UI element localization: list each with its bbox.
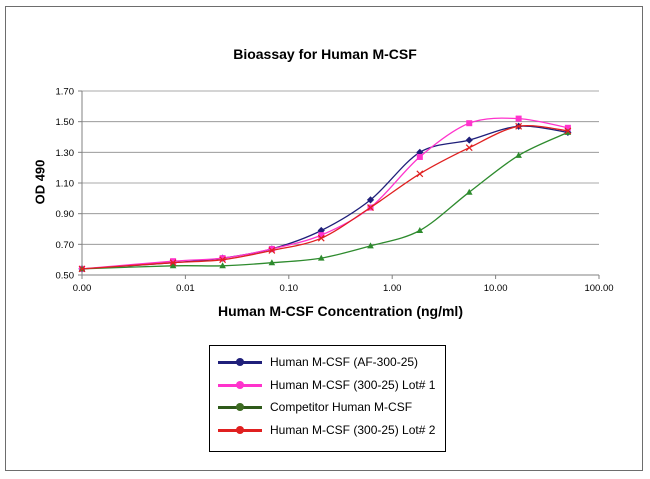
legend-label: Human M-CSF (AF-300-25) xyxy=(270,355,419,369)
legend-marker xyxy=(236,381,244,389)
y-tick-label: 1.10 xyxy=(56,179,75,190)
x-tick-label: 0.10 xyxy=(280,283,299,294)
data-point-triangle xyxy=(268,259,276,266)
legend-label: Human M-CSF (300-25) Lot# 1 xyxy=(270,378,436,392)
data-point-square xyxy=(219,255,226,262)
data-point-triangle xyxy=(465,188,473,195)
legend-label: Human M-CSF (300-25) Lot# 2 xyxy=(270,423,436,437)
legend-swatch xyxy=(218,355,262,369)
x-axis-label: Human M-CSF Concentration (ng/ml) xyxy=(218,303,463,319)
x-tick-label: 0.01 xyxy=(176,283,195,294)
data-point-x xyxy=(169,259,177,267)
legend-swatch xyxy=(218,400,262,414)
legend-label: Competitor Human M-CSF xyxy=(270,400,413,414)
data-point-square xyxy=(416,153,423,160)
data-point-x xyxy=(515,122,523,130)
data-point-triangle xyxy=(367,242,374,249)
x-tick-label: 100.00 xyxy=(584,283,613,294)
y-tick-label: 0.50 xyxy=(56,271,75,282)
data-point-triangle xyxy=(169,262,177,269)
data-point-x xyxy=(219,256,227,264)
data-point-square xyxy=(466,120,473,127)
y-tick-label: 0.70 xyxy=(56,240,75,251)
data-point-x xyxy=(78,265,86,273)
data-point-triangle xyxy=(416,227,424,234)
y-tick-label: 0.90 xyxy=(56,209,75,220)
series-line-1 xyxy=(81,125,568,270)
data-point-triangle xyxy=(219,262,226,269)
data-point-triangle xyxy=(564,128,572,135)
legend-item-competitor: Competitor Human M-CSF xyxy=(218,400,412,414)
data-point-triangle xyxy=(515,151,522,158)
data-point-x xyxy=(465,144,473,152)
data-point-square xyxy=(564,124,571,131)
series-line-4 xyxy=(81,125,568,270)
data-point-square xyxy=(170,258,177,265)
data-point-square xyxy=(318,232,325,239)
data-point-x xyxy=(564,127,572,135)
legend-item-lot-1: Human M-CSF (300-25) Lot# 1 xyxy=(218,378,435,392)
data-point-diamond xyxy=(317,226,325,235)
data-point-x xyxy=(268,247,276,254)
legend-swatch xyxy=(218,423,262,437)
x-tick-label: 1.00 xyxy=(383,283,402,294)
y-tick-label: 1.50 xyxy=(56,117,75,128)
legend-item-af-300-25: Human M-CSF (AF-300-25) xyxy=(218,355,418,369)
series-line-2 xyxy=(81,117,569,270)
series-line-3 xyxy=(81,131,569,270)
chart-title: Bioassay for Human M-CSF xyxy=(233,46,417,62)
data-point-triangle xyxy=(317,254,325,261)
legend-marker xyxy=(236,403,244,411)
legend: Human M-CSF (AF-300-25) Human M-CSF (300… xyxy=(209,345,446,452)
data-point-diamond xyxy=(366,196,375,204)
legend-marker xyxy=(236,426,244,434)
data-point-diamond xyxy=(465,136,473,144)
data-point-x xyxy=(367,204,374,211)
y-tick-label: 1.30 xyxy=(56,148,75,159)
legend-item-lot-2: Human M-CSF (300-25) Lot# 2 xyxy=(218,423,435,437)
legend-swatch xyxy=(218,378,262,392)
data-point-x xyxy=(416,170,424,178)
data-point-x xyxy=(317,234,325,242)
legend-marker xyxy=(236,358,244,366)
x-tick-label: 10.00 xyxy=(484,283,508,294)
data-point-square xyxy=(268,245,275,252)
x-tick-label: 0.00 xyxy=(73,283,92,294)
data-point-square xyxy=(515,115,522,122)
y-tick-label: 1.70 xyxy=(56,87,75,98)
